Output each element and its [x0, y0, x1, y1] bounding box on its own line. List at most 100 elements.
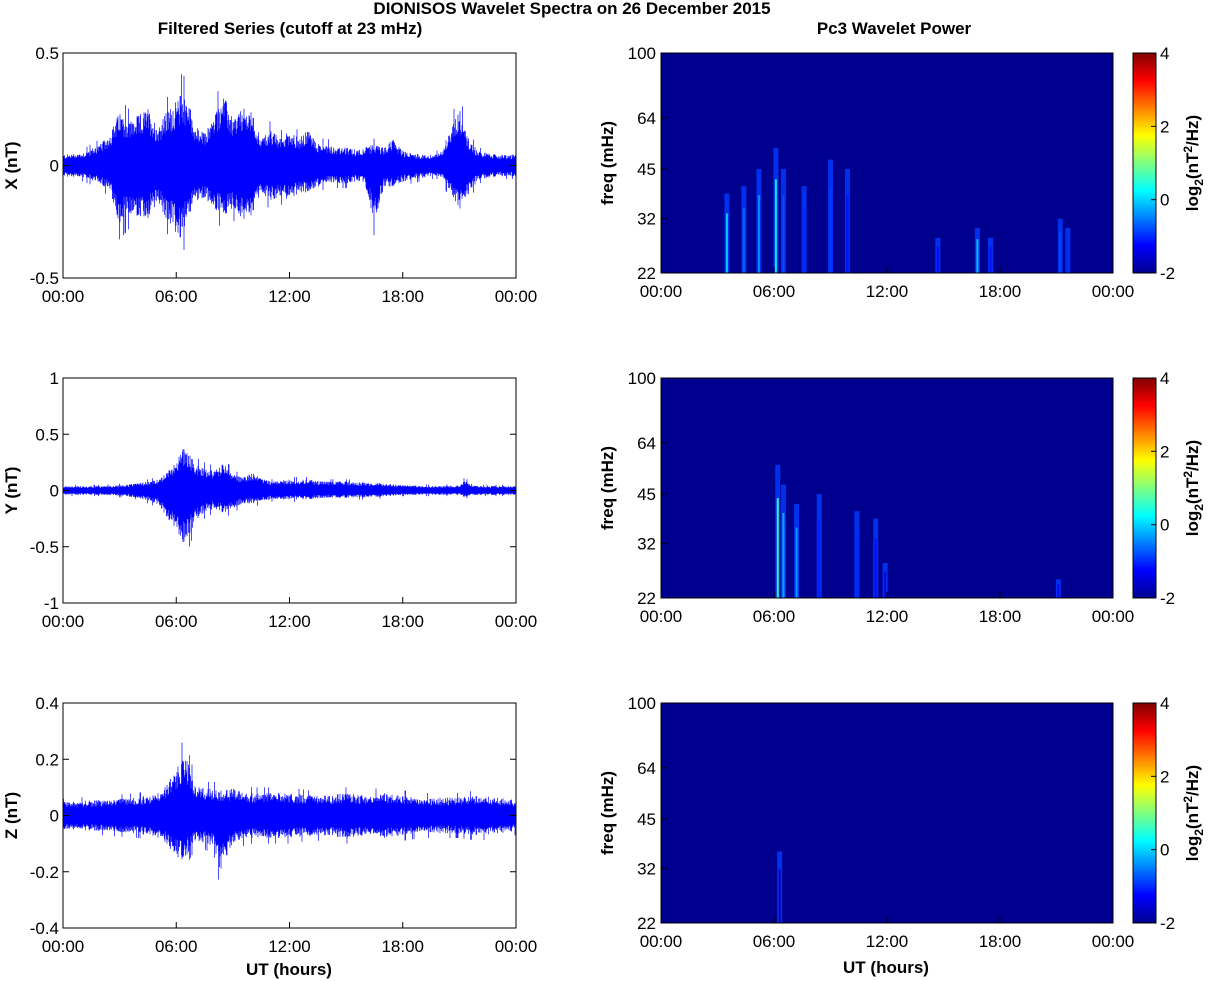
power-x-tick-label: 00:00	[1092, 607, 1135, 626]
power-y-tick-label: 32	[637, 860, 656, 879]
power-y-tick-label: 100	[628, 694, 656, 713]
power-x-tick-label: 00:00	[1092, 932, 1135, 951]
power-streak-core	[989, 246, 992, 273]
power-x-tick-label: 06:00	[753, 607, 796, 626]
colorbar-label: log2(nT2/Hz)	[1181, 440, 1206, 536]
series-panel-z: -0.4 -0.2 0 0.2 0.4 00:00 06:00 12:00 18:00 00:00…	[2, 694, 537, 956]
colorbar-tick-label: 4	[1160, 694, 1169, 713]
power-streak-core	[846, 195, 849, 273]
colorbar-label: log2(nT2/Hz)	[1181, 765, 1206, 861]
power-x-tick-label: 12:00	[866, 607, 909, 626]
power-background	[661, 53, 1113, 273]
colorbar-tick-label: -2	[1160, 914, 1175, 933]
colorbar-label-part: 2	[1181, 796, 1195, 803]
power-y-tick-label: 45	[637, 810, 656, 829]
power-streak-core	[936, 246, 939, 273]
colorbar	[1132, 702, 1157, 924]
colorbar-label-part: 2	[1192, 504, 1206, 511]
series-panel-y: -1 -0.5 0 0.5 1 00:00 06:00 12:00 18:00 00:00 Y (n…	[2, 369, 537, 631]
colorbar-label-part: (nT	[1183, 152, 1202, 179]
colorbar-tick-label: -2	[1160, 264, 1175, 283]
series-y-tick-label: -0.5	[30, 269, 59, 288]
colorbar-tick-label: 2	[1160, 767, 1169, 786]
power-streak-core	[795, 527, 798, 598]
series-y-tick-label: 0.5	[35, 425, 59, 444]
power-x-tick-label: 12:00	[866, 932, 909, 951]
power-y-tick-label: 45	[637, 160, 656, 179]
series-y-tick-label: -0.4	[30, 919, 59, 938]
colorbar-label-part: (nT	[1183, 802, 1202, 829]
colorbar-label-part: 2	[1192, 179, 1206, 186]
series-y-tick-label: 1	[50, 369, 59, 388]
power-x-tick-label: 00:00	[640, 282, 683, 301]
panels: -0.5 0 0.5 00:00 06:00 12:00 18:00 00:00 X (nT) 2…	[2, 44, 1206, 956]
power-streak-core	[782, 195, 785, 273]
power-streak-core	[976, 239, 979, 273]
colorbar-tick-label: 0	[1160, 191, 1169, 210]
series-y-tick-label: 0	[50, 482, 59, 501]
power-y-tick-label: 32	[637, 210, 656, 229]
power-streak-core	[1059, 232, 1062, 273]
colorbar-tick-label: -2	[1160, 589, 1175, 608]
series-x-tick-label: 00:00	[495, 287, 538, 306]
series-y-tick-label: -1	[44, 594, 59, 613]
colorbar-label-part: 2	[1181, 471, 1195, 478]
series-trace-z	[62, 742, 517, 880]
power-streak-core	[803, 207, 806, 273]
power-streak-core	[855, 532, 858, 598]
power-y-tick-label: 100	[628, 369, 656, 388]
power-x-tick-label: 18:00	[979, 932, 1022, 951]
colorbar	[1132, 377, 1157, 599]
colorbar-tick-label: 0	[1160, 516, 1169, 535]
series-x-tick-label: 12:00	[268, 287, 311, 306]
power-y-tick-label: 64	[637, 109, 656, 128]
power-y-tick-label: 22	[637, 264, 656, 283]
figure-title: DIONISOS Wavelet Spectra on 26 December …	[373, 0, 770, 18]
power-streak-core	[742, 207, 745, 273]
colorbar-tick-label: 4	[1160, 369, 1169, 388]
power-x-tick-label: 18:00	[979, 607, 1022, 626]
colorbar-tick-label: 2	[1160, 442, 1169, 461]
colorbar-tick-label: 4	[1160, 44, 1169, 63]
series-y-axis-label: Z (nT)	[2, 792, 21, 839]
series-y-tick-label: -0.5	[30, 538, 59, 557]
power-y-axis-label: freq (mHz)	[598, 771, 617, 855]
series-x-tick-label: 00:00	[42, 287, 85, 306]
series-x-tick-label: 06:00	[155, 612, 198, 631]
power-streak-core	[1066, 239, 1069, 273]
series-y-tick-label: 0.4	[35, 694, 59, 713]
colorbar-label-part: 2	[1192, 829, 1206, 836]
series-y-axis-label: X (nT)	[2, 141, 21, 189]
colorbar-tick-label: 2	[1160, 117, 1169, 136]
power-y-tick-label: 22	[637, 914, 656, 933]
left-x-axis-label: UT (hours)	[246, 960, 332, 979]
colorbar	[1132, 52, 1157, 274]
power-x-tick-label: 00:00	[640, 932, 683, 951]
series-x-tick-label: 18:00	[381, 937, 424, 956]
right-column-title: Pc3 Wavelet Power	[817, 19, 972, 38]
series-x-tick-label: 00:00	[495, 612, 538, 631]
power-y-tick-label: 32	[637, 535, 656, 554]
power-y-tick-label: 45	[637, 485, 656, 504]
power-streak-core	[778, 869, 781, 923]
colorbar-label-part: /Hz)	[1183, 440, 1202, 471]
right-x-axis-label: UT (hours)	[843, 958, 929, 977]
power-x-tick-label: 06:00	[753, 932, 796, 951]
power-y-tick-label: 64	[637, 759, 656, 778]
series-panel-x: -0.5 0 0.5 00:00 06:00 12:00 18:00 00:00 X (nT)	[2, 44, 537, 306]
power-background	[661, 703, 1113, 923]
colorbar-label-part: log	[1183, 186, 1202, 212]
power-streak-core	[757, 195, 760, 273]
series-y-tick-label: 0.2	[35, 750, 59, 769]
series-x-tick-label: 06:00	[155, 937, 198, 956]
series-x-tick-label: 12:00	[268, 612, 311, 631]
series-y-tick-label: 0	[50, 807, 59, 826]
colorbar-label-part: log	[1183, 836, 1202, 862]
series-x-tick-label: 18:00	[381, 612, 424, 631]
power-streak-core	[1057, 584, 1060, 598]
power-streak-core	[884, 571, 887, 598]
